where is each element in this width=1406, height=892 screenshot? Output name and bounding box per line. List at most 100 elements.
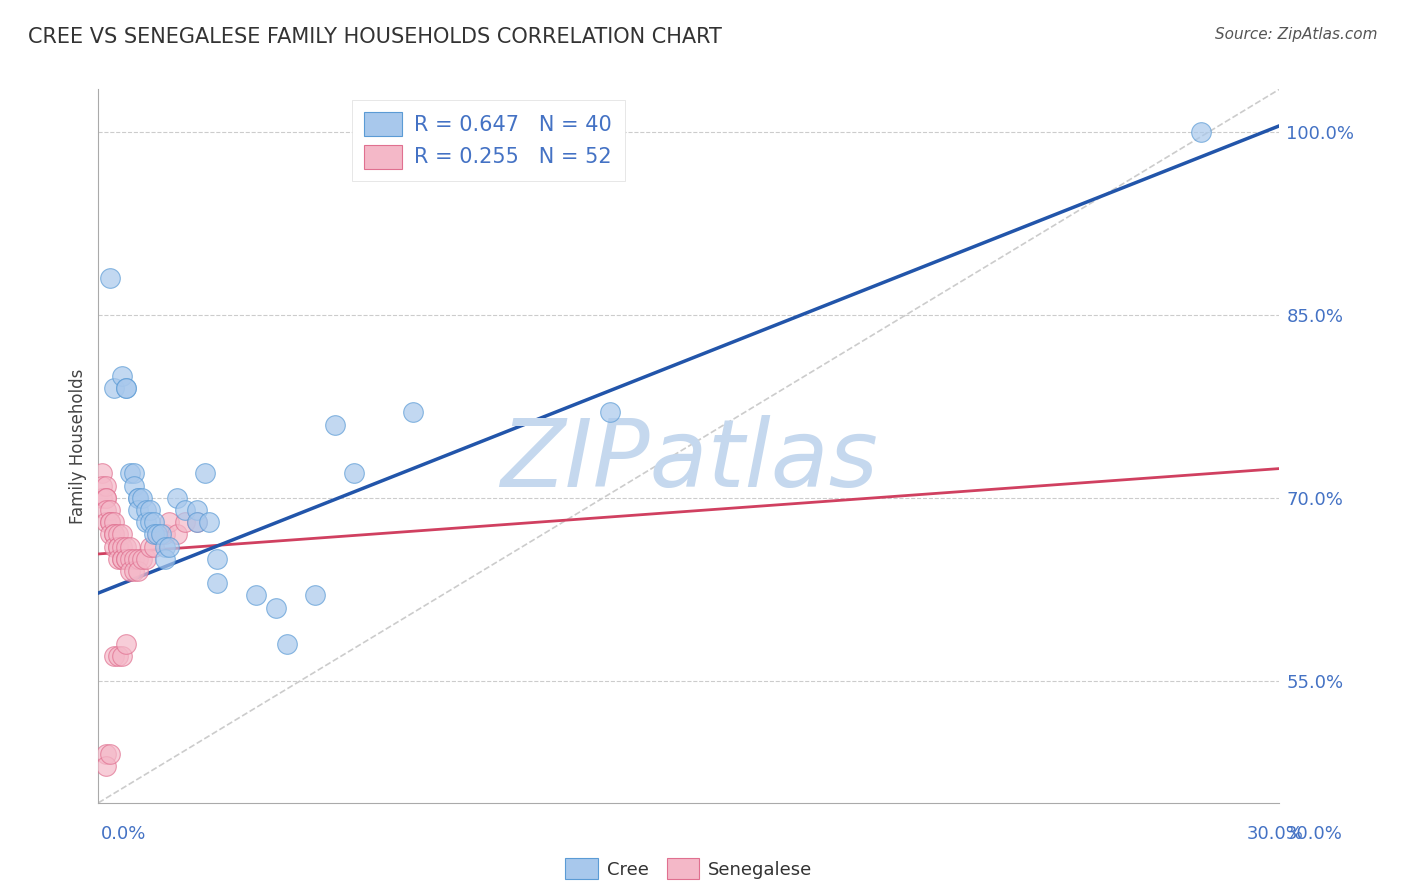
Point [127, 503, 149, 517]
Point [115, 381, 138, 395]
Point [122, 478, 145, 492]
Point [343, 467, 366, 481]
Point [131, 551, 153, 566]
Point [186, 515, 208, 529]
Point [142, 527, 165, 541]
Point [111, 527, 134, 541]
Point [103, 540, 125, 554]
Point [142, 515, 165, 529]
Point [135, 503, 157, 517]
Point [107, 527, 129, 541]
Point [146, 527, 169, 541]
Point [197, 515, 219, 529]
Point [115, 637, 138, 651]
Point [96, 491, 118, 505]
Point [111, 368, 134, 383]
Point [111, 551, 134, 566]
Point [96, 478, 118, 492]
Text: CREE VS SENEGALESE FAMILY HOUSEHOLDS CORRELATION CHART: CREE VS SENEGALESE FAMILY HOUSEHOLDS COR… [28, 27, 723, 46]
Point [115, 551, 138, 566]
Point [115, 540, 138, 554]
Point [138, 515, 160, 529]
Point [107, 540, 129, 554]
Point [166, 527, 188, 541]
Point [107, 649, 129, 664]
Point [96, 503, 118, 517]
Text: Source: ZipAtlas.com: Source: ZipAtlas.com [1215, 27, 1378, 42]
Point [118, 540, 141, 554]
Point [98, 527, 121, 541]
Point [98, 747, 121, 761]
Point [118, 564, 141, 578]
Text: ZIPatlas: ZIPatlas [501, 415, 877, 506]
Point [150, 527, 173, 541]
Point [157, 515, 180, 529]
Point [122, 551, 145, 566]
Point [264, 600, 287, 615]
Point [155, 540, 177, 554]
Point [107, 540, 129, 554]
Point [115, 551, 138, 566]
Point [91, 478, 114, 492]
Text: 0.0%: 0.0% [101, 825, 146, 843]
Point [103, 649, 125, 664]
Point [142, 540, 165, 554]
Legend: Cree, Senegalese: Cree, Senegalese [558, 851, 820, 887]
Point [205, 576, 228, 591]
Point [96, 747, 118, 761]
Point [103, 515, 125, 529]
Point [304, 589, 326, 603]
Point [111, 649, 134, 664]
Point [98, 503, 121, 517]
Point [118, 467, 141, 481]
Point [127, 491, 149, 505]
Point [599, 405, 621, 419]
Point [323, 417, 346, 432]
Point [127, 564, 149, 578]
Point [402, 405, 425, 419]
Point [103, 527, 125, 541]
Point [205, 551, 228, 566]
Point [138, 540, 160, 554]
Point [157, 540, 180, 554]
Point [115, 381, 138, 395]
Point [96, 759, 118, 773]
Point [127, 491, 149, 505]
Point [186, 515, 208, 529]
Point [138, 503, 160, 517]
Point [186, 503, 208, 517]
Point [1189, 125, 1212, 139]
Text: 30.0%: 30.0% [1247, 825, 1303, 843]
Point [135, 551, 157, 566]
Point [194, 467, 217, 481]
Point [135, 515, 157, 529]
Point [122, 564, 145, 578]
Point [146, 527, 169, 541]
Point [155, 551, 177, 566]
Point [174, 503, 197, 517]
Text: 30.0%: 30.0% [1286, 825, 1343, 843]
Point [122, 467, 145, 481]
Point [111, 540, 134, 554]
Point [155, 527, 177, 541]
Point [107, 551, 129, 566]
Point [150, 527, 173, 541]
Point [118, 551, 141, 566]
Point [96, 491, 118, 505]
Point [98, 271, 121, 285]
Point [245, 589, 267, 603]
Point [98, 515, 121, 529]
Point [276, 637, 298, 651]
Point [131, 491, 153, 505]
Point [103, 381, 125, 395]
Point [103, 527, 125, 541]
Point [127, 551, 149, 566]
Point [98, 515, 121, 529]
Point [96, 515, 118, 529]
Point [91, 491, 114, 505]
Y-axis label: Family Households: Family Households [69, 368, 87, 524]
Point [166, 491, 188, 505]
Point [111, 551, 134, 566]
Point [91, 467, 114, 481]
Point [174, 515, 197, 529]
